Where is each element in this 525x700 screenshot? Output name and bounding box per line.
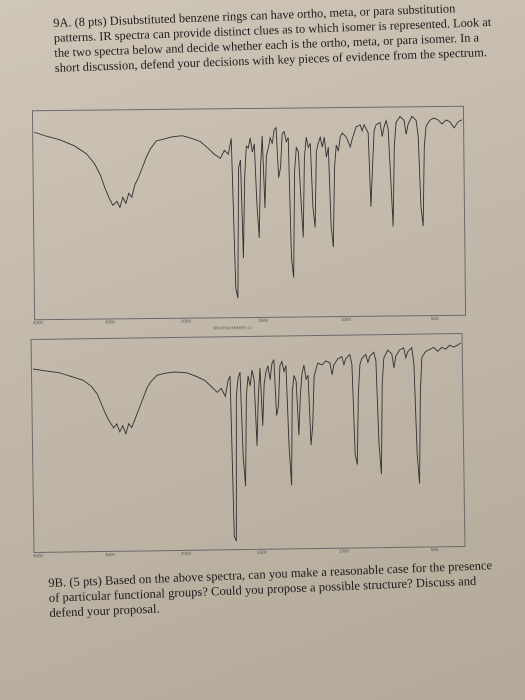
question-9a-label: 9A.	[53, 15, 72, 30]
tick-label: 1000	[340, 316, 352, 323]
question-9b-text: (5 pts) Based on the above spectra, can …	[48, 558, 493, 620]
tick-label: 1500	[257, 317, 269, 323]
question-9b-label: 9B.	[48, 575, 67, 590]
tick-label: 2000	[180, 318, 192, 324]
tick-label: 3000	[104, 319, 116, 325]
spectrum-2-trace	[32, 342, 461, 542]
tick-label: 4000	[32, 553, 44, 559]
ir-spectrum-1-plot	[31, 105, 467, 321]
ir-spectrum-1	[31, 105, 467, 321]
spectrum-1-trace	[34, 115, 463, 299]
plot-frame	[30, 332, 466, 554]
tick-label: 500	[430, 316, 439, 322]
ir-spectrum-2	[30, 332, 466, 554]
question-9a-text: (8 pts) Disubstituted benzene rings can …	[53, 1, 492, 75]
tick-label: 1500	[256, 549, 268, 555]
tick-label: 2000	[180, 550, 192, 557]
tick-label: 1000	[338, 548, 350, 554]
axis-title: WAVENUMBER(-1)	[213, 324, 253, 331]
question-9a: 9A. (8 pts) Disubstituted benzene rings …	[53, 0, 495, 76]
plot-frame	[31, 105, 467, 321]
tick-label: 3000	[104, 552, 116, 558]
ir-spectrum-2-plot	[30, 332, 466, 554]
question-9b: 9B. (5 pts) Based on the above spectra, …	[48, 558, 494, 621]
tick-label: 4000	[32, 320, 44, 326]
tick-label: 500	[430, 547, 439, 553]
